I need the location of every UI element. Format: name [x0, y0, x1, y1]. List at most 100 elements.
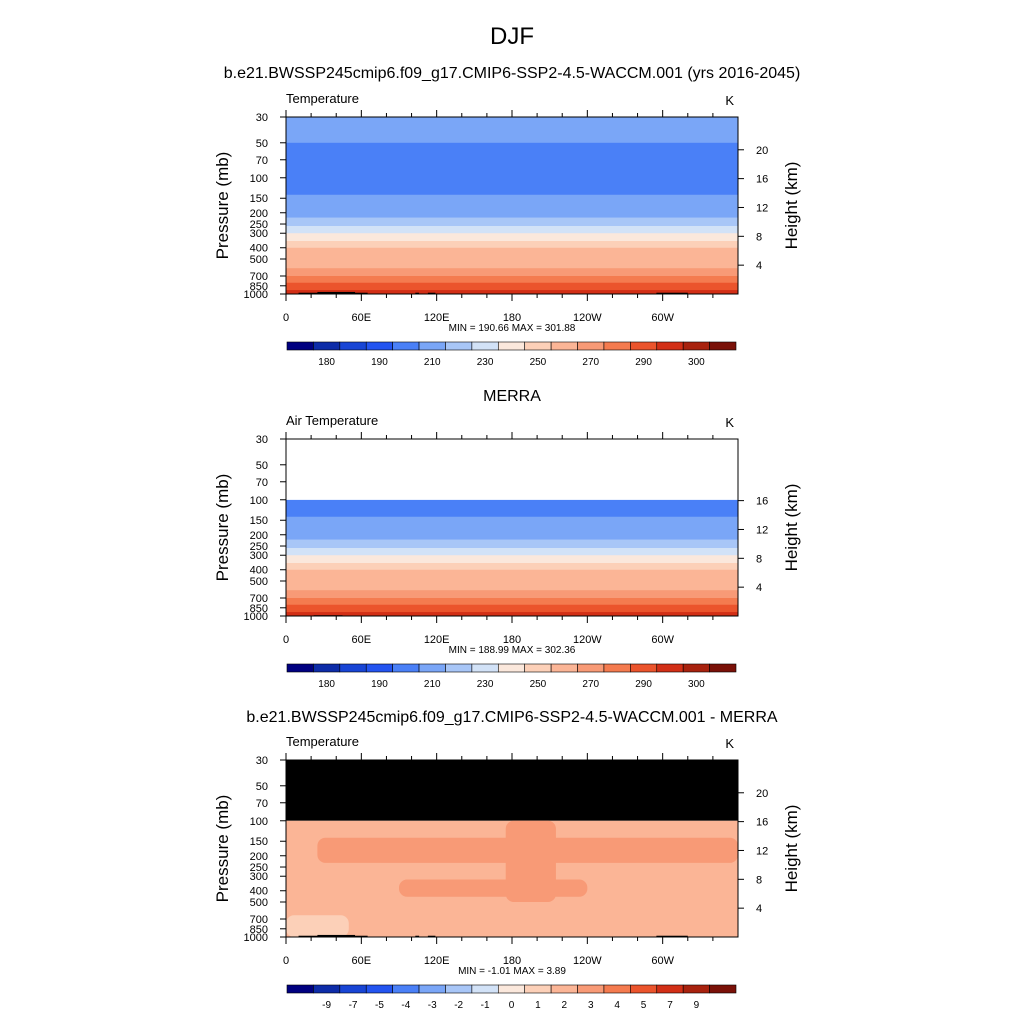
colorbar: 180 190 210 230 250 270 290 300 [286, 663, 737, 690]
topography [415, 935, 420, 937]
colorbar-label: -3 [428, 1000, 437, 1011]
colorbar-label: -2 [454, 1000, 463, 1011]
height-tick-label: 8 [756, 231, 762, 243]
colorbar-label: 300 [688, 357, 705, 368]
x-tick-label: 0 [283, 634, 289, 646]
topography [348, 935, 368, 937]
x-tick-label: 120W [573, 955, 602, 967]
y-axis-label: Pressure (mb) [213, 795, 232, 903]
contour-band [286, 548, 738, 556]
contour-band [286, 233, 738, 242]
y-tick-label: 400 [250, 243, 268, 255]
contour-band [286, 607, 738, 613]
topography [317, 291, 356, 294]
contour-band [286, 499, 738, 518]
y-tick-label: 200 [250, 851, 268, 863]
y-axis-right-label: Height (km) [782, 805, 801, 893]
colorbar-swatch [365, 341, 393, 351]
y-tick-label: 300 [250, 871, 268, 883]
contour-band [286, 604, 738, 609]
y-tick-label: 700 [250, 593, 268, 605]
contour-band [286, 275, 738, 284]
height-tick-label: 16 [756, 496, 768, 508]
contour-band [286, 268, 738, 277]
y-tick-label: 250 [250, 541, 268, 553]
contour-band [286, 282, 738, 287]
colorbar-swatch [497, 984, 526, 994]
y-tick-label: 100 [250, 816, 268, 828]
y-tick-label: 300 [250, 228, 268, 240]
colorbar-swatch [577, 663, 605, 673]
colorbar-swatch [497, 663, 526, 673]
colorbar-swatch [709, 341, 737, 351]
y-tick-label: 500 [250, 897, 268, 909]
y-tick-label: 70 [256, 477, 268, 489]
colorbar-label: 290 [635, 679, 652, 690]
colorbar-label: 1 [535, 1000, 541, 1011]
topography [427, 292, 436, 294]
colorbar-label: 300 [688, 679, 705, 690]
colorbar-swatch [550, 663, 578, 673]
contour-band [286, 217, 738, 227]
colorbar-label: -9 [322, 1000, 331, 1011]
contour-band [286, 226, 738, 234]
topography [415, 292, 420, 294]
colorbar-swatch [392, 984, 420, 994]
colorbar-label: -7 [349, 1000, 358, 1011]
contour-band [286, 207, 738, 219]
colorbar-swatch [313, 341, 341, 351]
x-tick-label: 120W [573, 634, 602, 646]
y-tick-label: 250 [250, 862, 268, 874]
y-tick-label: 70 [256, 798, 268, 810]
contour-band [286, 285, 738, 291]
colorbar-swatch [339, 341, 367, 351]
topography [656, 935, 688, 937]
topography [348, 292, 368, 294]
colorbar-swatch [603, 984, 631, 994]
minmax-text: MIN = -1.01 MAX = 3.89 [458, 966, 566, 977]
height-tick-label: 12 [756, 202, 768, 214]
colorbar-label: 7 [667, 1000, 673, 1011]
y-tick-label: 1000 [244, 611, 268, 623]
colorbar-swatch [682, 663, 710, 673]
colorbar-label: 190 [371, 357, 388, 368]
x-tick-label: 60E [352, 634, 372, 646]
colorbar-swatch [365, 663, 393, 673]
panel-title: MERRA [483, 388, 541, 405]
colorbar-label: -1 [481, 1000, 490, 1011]
figure-title: DJF [490, 23, 534, 50]
colorbar: -9 -7 -5 -4 -3 -2 -1 0 1 2 3 4 5 7 9 [286, 984, 737, 1011]
contour-band [286, 597, 738, 606]
contour-band [286, 529, 738, 541]
y-tick-label: 100 [250, 495, 268, 507]
colorbar-swatch [577, 341, 605, 351]
colorbar-swatch [656, 984, 684, 994]
colorbar-swatch [365, 984, 393, 994]
colorbar-label: -4 [401, 1000, 410, 1011]
colorbar-swatch [524, 984, 552, 994]
contour-band [286, 177, 738, 196]
colorbar-swatch [682, 984, 710, 994]
colorbar-label: 180 [318, 679, 335, 690]
height-tick-label: 4 [756, 260, 762, 272]
colorbar-label: 4 [614, 1000, 620, 1011]
height-tick-label: 12 [756, 845, 768, 857]
y-tick-label: 200 [250, 530, 268, 542]
colorbar-swatch [471, 341, 499, 351]
colorbar-swatch [656, 341, 684, 351]
colorbar-swatch [471, 663, 499, 673]
colorbar-swatch [418, 663, 446, 673]
minmax-text: MIN = 190.66 MAX = 301.88 [449, 323, 576, 334]
height-tick-label: 20 [756, 788, 768, 800]
y-axis-label: Pressure (mb) [213, 152, 232, 260]
colorbar-swatch [577, 984, 605, 994]
colorbar-swatch [630, 984, 658, 994]
contour-band [286, 555, 738, 564]
colorbar-label: 210 [424, 357, 441, 368]
height-tick-label: 16 [756, 174, 768, 186]
missing-data-region [286, 439, 738, 500]
height-tick-label: 8 [756, 874, 762, 886]
colorbar-swatch [445, 341, 473, 351]
y-axis-label: Pressure (mb) [213, 474, 232, 582]
y-tick-label: 250 [250, 219, 268, 231]
